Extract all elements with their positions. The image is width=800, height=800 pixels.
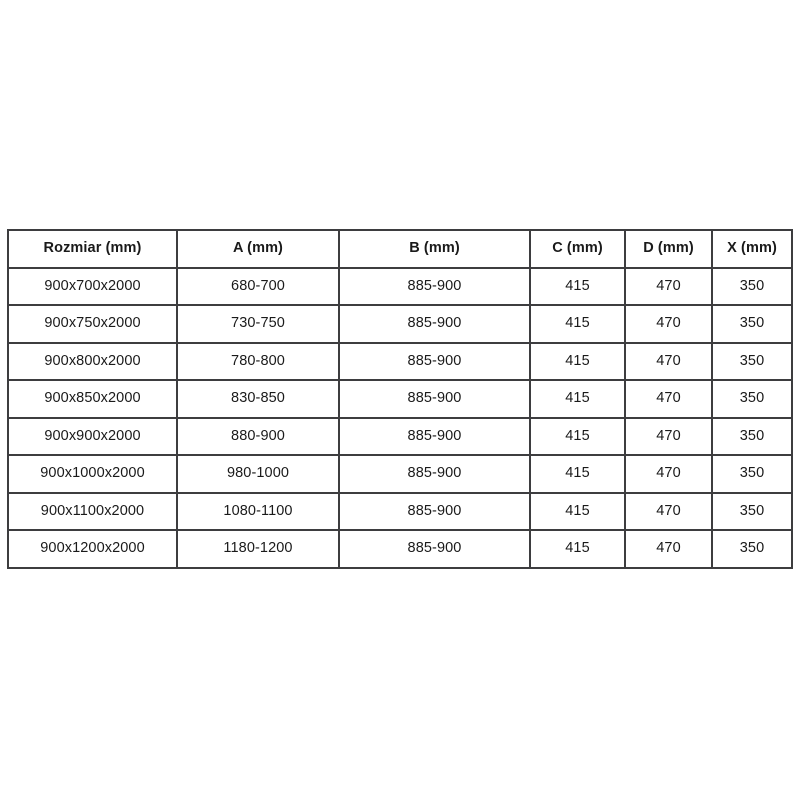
cell-x: 350 [711,529,793,569]
cell-x: 350 [711,416,793,456]
cell-c: 415 [529,491,626,531]
cell-x: 350 [711,379,793,419]
column-header-c: C (mm) [529,229,626,269]
cell-c: 415 [529,266,626,306]
cell-x: 350 [711,304,793,344]
cell-a: 880-900 [176,416,340,456]
table-row: 900x1200x2000 1180-1200 885-900 415 470 350 [7,529,793,569]
cell-c: 415 [529,454,626,494]
table-row: 900x700x2000 680-700 885-900 415 470 350 [7,266,793,306]
column-header-b: B (mm) [338,229,531,269]
column-header-d: D (mm) [624,229,713,269]
column-header-x: X (mm) [711,229,793,269]
column-header-size: Rozmiar (mm) [7,229,178,269]
table-row: 900x1100x2000 1080-1100 885-900 415 470 350 [7,491,793,531]
cell-b: 885-900 [338,379,531,419]
table-row: 900x800x2000 780-800 885-900 415 470 350 [7,341,793,381]
cell-size: 900x1100x2000 [7,491,178,531]
cell-a: 1080-1100 [176,491,340,531]
cell-d: 470 [624,416,713,456]
cell-size: 900x850x2000 [7,379,178,419]
cell-c: 415 [529,529,626,569]
column-header-a: A (mm) [176,229,340,269]
cell-b: 885-900 [338,304,531,344]
cell-b: 885-900 [338,266,531,306]
table-row: 900x1000x2000 980-1000 885-900 415 470 350 [7,454,793,494]
cell-d: 470 [624,491,713,531]
cell-b: 885-900 [338,491,531,531]
cell-a: 680-700 [176,266,340,306]
cell-x: 350 [711,454,793,494]
cell-d: 470 [624,266,713,306]
dimensions-table: Rozmiar (mm) A (mm) B (mm) C (mm) D (mm)… [7,229,793,569]
cell-a: 1180-1200 [176,529,340,569]
cell-c: 415 [529,341,626,381]
cell-x: 350 [711,266,793,306]
table-row: 900x900x2000 880-900 885-900 415 470 350 [7,416,793,456]
dimensions-table-container: Rozmiar (mm) A (mm) B (mm) C (mm) D (mm)… [7,229,793,569]
cell-c: 415 [529,304,626,344]
table-body: 900x700x2000 680-700 885-900 415 470 350 900x7… [7,266,793,569]
cell-size: 900x1000x2000 [7,454,178,494]
cell-size: 900x750x2000 [7,304,178,344]
cell-size: 900x1200x2000 [7,529,178,569]
cell-a: 830-850 [176,379,340,419]
cell-size: 900x900x2000 [7,416,178,456]
cell-c: 415 [529,416,626,456]
table-row: 900x750x2000 730-750 885-900 415 470 350 [7,304,793,344]
cell-x: 350 [711,341,793,381]
cell-b: 885-900 [338,454,531,494]
cell-d: 470 [624,341,713,381]
cell-x: 350 [711,491,793,531]
cell-d: 470 [624,304,713,344]
table-header: Rozmiar (mm) A (mm) B (mm) C (mm) D (mm)… [7,229,793,269]
cell-c: 415 [529,379,626,419]
cell-d: 470 [624,454,713,494]
table-row: 900x850x2000 830-850 885-900 415 470 350 [7,379,793,419]
cell-b: 885-900 [338,529,531,569]
cell-size: 900x700x2000 [7,266,178,306]
cell-d: 470 [624,379,713,419]
cell-b: 885-900 [338,341,531,381]
cell-a: 730-750 [176,304,340,344]
cell-d: 470 [624,529,713,569]
cell-b: 885-900 [338,416,531,456]
cell-size: 900x800x2000 [7,341,178,381]
table-header-row: Rozmiar (mm) A (mm) B (mm) C (mm) D (mm)… [7,229,793,269]
cell-a: 780-800 [176,341,340,381]
cell-a: 980-1000 [176,454,340,494]
